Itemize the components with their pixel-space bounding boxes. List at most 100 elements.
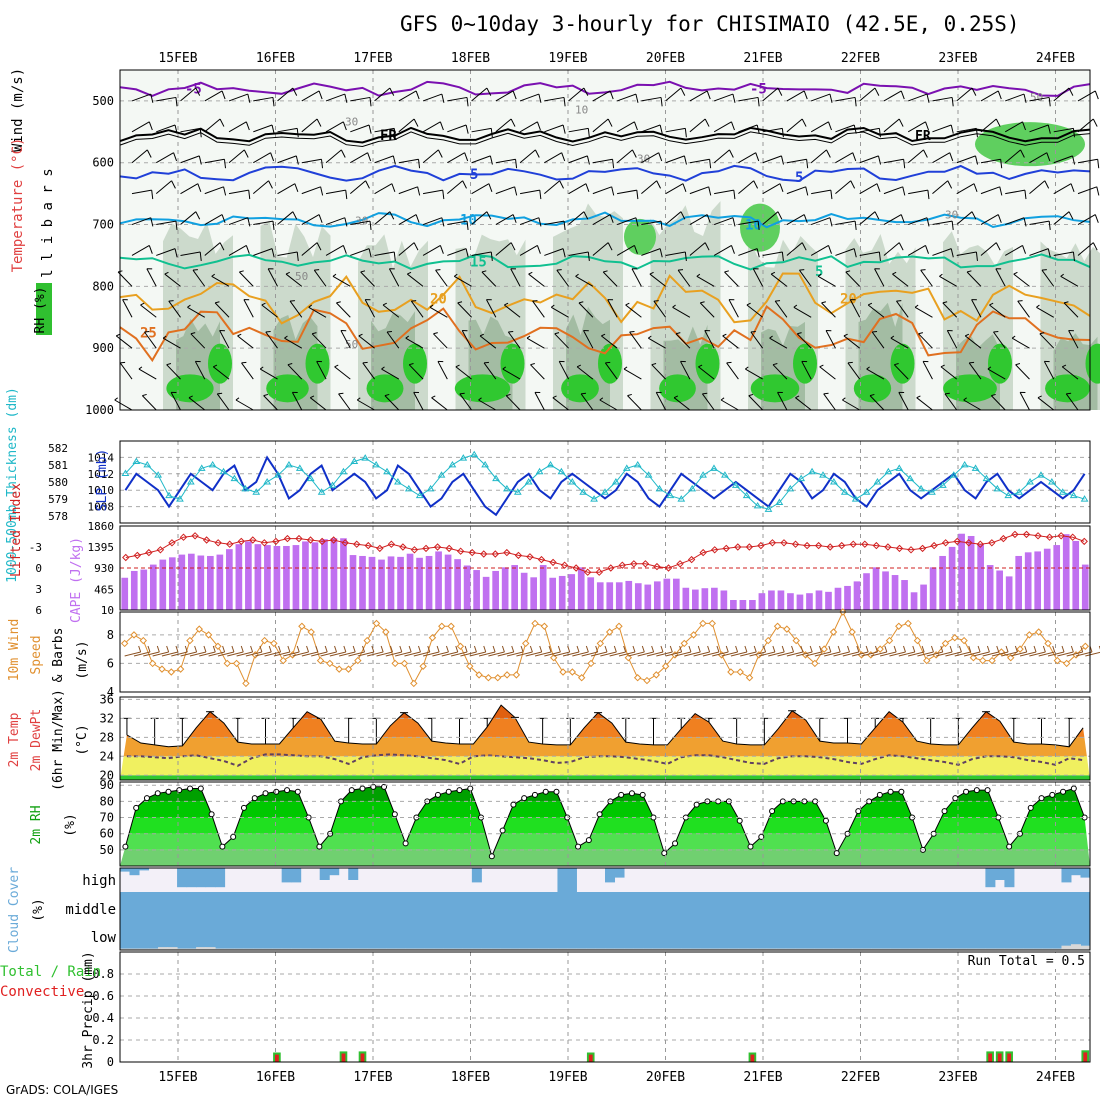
date-tick-top: 16FEB bbox=[256, 51, 295, 66]
contour-label: 10 bbox=[745, 218, 762, 234]
rh-90-area bbox=[208, 344, 232, 384]
cape-bar bbox=[606, 582, 613, 610]
li-tick-label: 3 bbox=[35, 583, 42, 596]
wind-speed-point bbox=[299, 623, 305, 629]
rh-point bbox=[241, 805, 246, 810]
cape-bar bbox=[416, 558, 423, 610]
pressure-tick-label: 1000 bbox=[85, 403, 114, 417]
wind-barb-flag bbox=[945, 393, 950, 394]
li-point bbox=[1081, 538, 1087, 544]
wind-barb-flag bbox=[872, 331, 877, 332]
rh-point bbox=[457, 788, 462, 793]
thickness-tick-label: 581 bbox=[48, 459, 68, 472]
wind-barb-10m-flag bbox=[773, 646, 775, 652]
wind-barb-flag bbox=[145, 331, 150, 332]
date-tick-bottom: 18FEB bbox=[451, 1070, 490, 1085]
cloud-high-bar bbox=[291, 868, 301, 882]
wind-axis-label-2: Speed bbox=[29, 635, 44, 674]
cloud-low-bar bbox=[1080, 946, 1090, 950]
cape-bar bbox=[302, 541, 309, 610]
rh-point bbox=[231, 834, 236, 839]
wind-speed-point bbox=[831, 629, 837, 635]
precip-conv-bar bbox=[1007, 1054, 1011, 1063]
wind-barb-flag bbox=[678, 270, 683, 271]
cloud-high-bar bbox=[282, 868, 292, 882]
thickness-tick-label: 579 bbox=[48, 493, 68, 506]
cape-bar bbox=[568, 574, 575, 610]
cape-bar bbox=[464, 566, 471, 610]
wind-speed-point bbox=[644, 678, 650, 684]
rh-point bbox=[209, 812, 214, 817]
rh-point bbox=[446, 789, 451, 794]
cape-bar bbox=[511, 565, 518, 610]
precip-conv-bar bbox=[751, 1055, 755, 1062]
wind-barb-10m-flag bbox=[959, 646, 961, 652]
cape-bar bbox=[140, 570, 147, 610]
date-tick-bottom: 24FEB bbox=[1036, 1070, 1075, 1085]
cape-bar bbox=[407, 554, 414, 610]
cape-bar bbox=[121, 578, 128, 610]
wind-speed-point bbox=[523, 640, 529, 646]
cloud-level-middle: middle bbox=[65, 902, 116, 918]
date-tick-top: 19FEB bbox=[548, 51, 587, 66]
wind-barb-10m-flag bbox=[894, 646, 896, 652]
date-tick-bottom: 23FEB bbox=[938, 1070, 977, 1085]
date-tick-top: 24FEB bbox=[1036, 51, 1075, 66]
wind-speed-point bbox=[401, 660, 407, 666]
wind-barb-flag bbox=[824, 393, 829, 394]
thickness-tick-label: 578 bbox=[48, 510, 68, 523]
temperature-side-label: Temperature (°C) bbox=[10, 138, 26, 273]
temp-tick-label: 24 bbox=[100, 749, 114, 763]
rh-point bbox=[748, 844, 753, 849]
cape-bar bbox=[882, 571, 889, 610]
cape-axis-label: CAPE (J/kg) bbox=[69, 537, 84, 623]
cape-bar bbox=[806, 593, 813, 610]
wind-barb-10m-flag bbox=[558, 646, 560, 652]
cape-bar bbox=[198, 556, 205, 610]
chart-title: GFS 0~10day 3-hourly for CHISIMAIO (42.5… bbox=[400, 12, 1020, 36]
cloud-high-bar bbox=[1061, 868, 1071, 882]
rh-point bbox=[349, 788, 354, 793]
wind-barb-flag bbox=[1042, 270, 1047, 271]
temp-tick-label: 28 bbox=[100, 730, 114, 744]
wind-barb-10m-flag bbox=[148, 646, 150, 652]
cloud-high-bar bbox=[1004, 868, 1014, 887]
cape-bar bbox=[702, 588, 709, 610]
wind-barb-10m-flag bbox=[279, 646, 281, 652]
cape-bar bbox=[873, 567, 880, 610]
wind-barb-10m-flag bbox=[568, 646, 570, 652]
cape-bar bbox=[711, 588, 718, 610]
wind-barb-10m-flag bbox=[670, 646, 672, 652]
cape-bar bbox=[255, 544, 262, 610]
wind-barb-10m-flag bbox=[521, 646, 523, 652]
wind-barb-flag bbox=[654, 301, 659, 302]
cape-bar bbox=[549, 578, 556, 610]
wind-speed-point bbox=[579, 675, 585, 681]
precip-tick-label: 0 bbox=[107, 1055, 114, 1069]
cape-bar bbox=[435, 551, 442, 610]
cloud-axis-unit: (%) bbox=[31, 898, 46, 921]
rh-point bbox=[317, 844, 322, 849]
cloud-low-bar bbox=[1061, 946, 1071, 950]
date-tick-top: 22FEB bbox=[841, 51, 880, 66]
cape-bar bbox=[616, 582, 623, 610]
rh-point bbox=[770, 809, 775, 814]
cape-bar bbox=[397, 557, 404, 610]
wind-barb-10m-flag bbox=[381, 646, 383, 652]
cape-bar bbox=[578, 567, 585, 610]
rh-90-area bbox=[561, 374, 599, 402]
wind-barb-10m-flag bbox=[251, 646, 253, 652]
wind-tick-label: 6 bbox=[107, 656, 114, 670]
wind-barb-10m-flag bbox=[223, 646, 225, 652]
cape-bar bbox=[778, 590, 785, 610]
date-tick-bottom: 17FEB bbox=[353, 1070, 392, 1085]
cloud-high-bar bbox=[215, 868, 225, 887]
rh-contour-label: 30 bbox=[945, 208, 958, 221]
temp-axis-label-1: 2m Temp bbox=[7, 712, 22, 767]
cape-bar bbox=[331, 538, 338, 610]
rh-point bbox=[877, 792, 882, 797]
rh-point bbox=[511, 802, 516, 807]
wind-speed-point bbox=[747, 675, 753, 681]
cloud-high-bar bbox=[206, 868, 216, 887]
wind-speed-point bbox=[159, 666, 165, 672]
